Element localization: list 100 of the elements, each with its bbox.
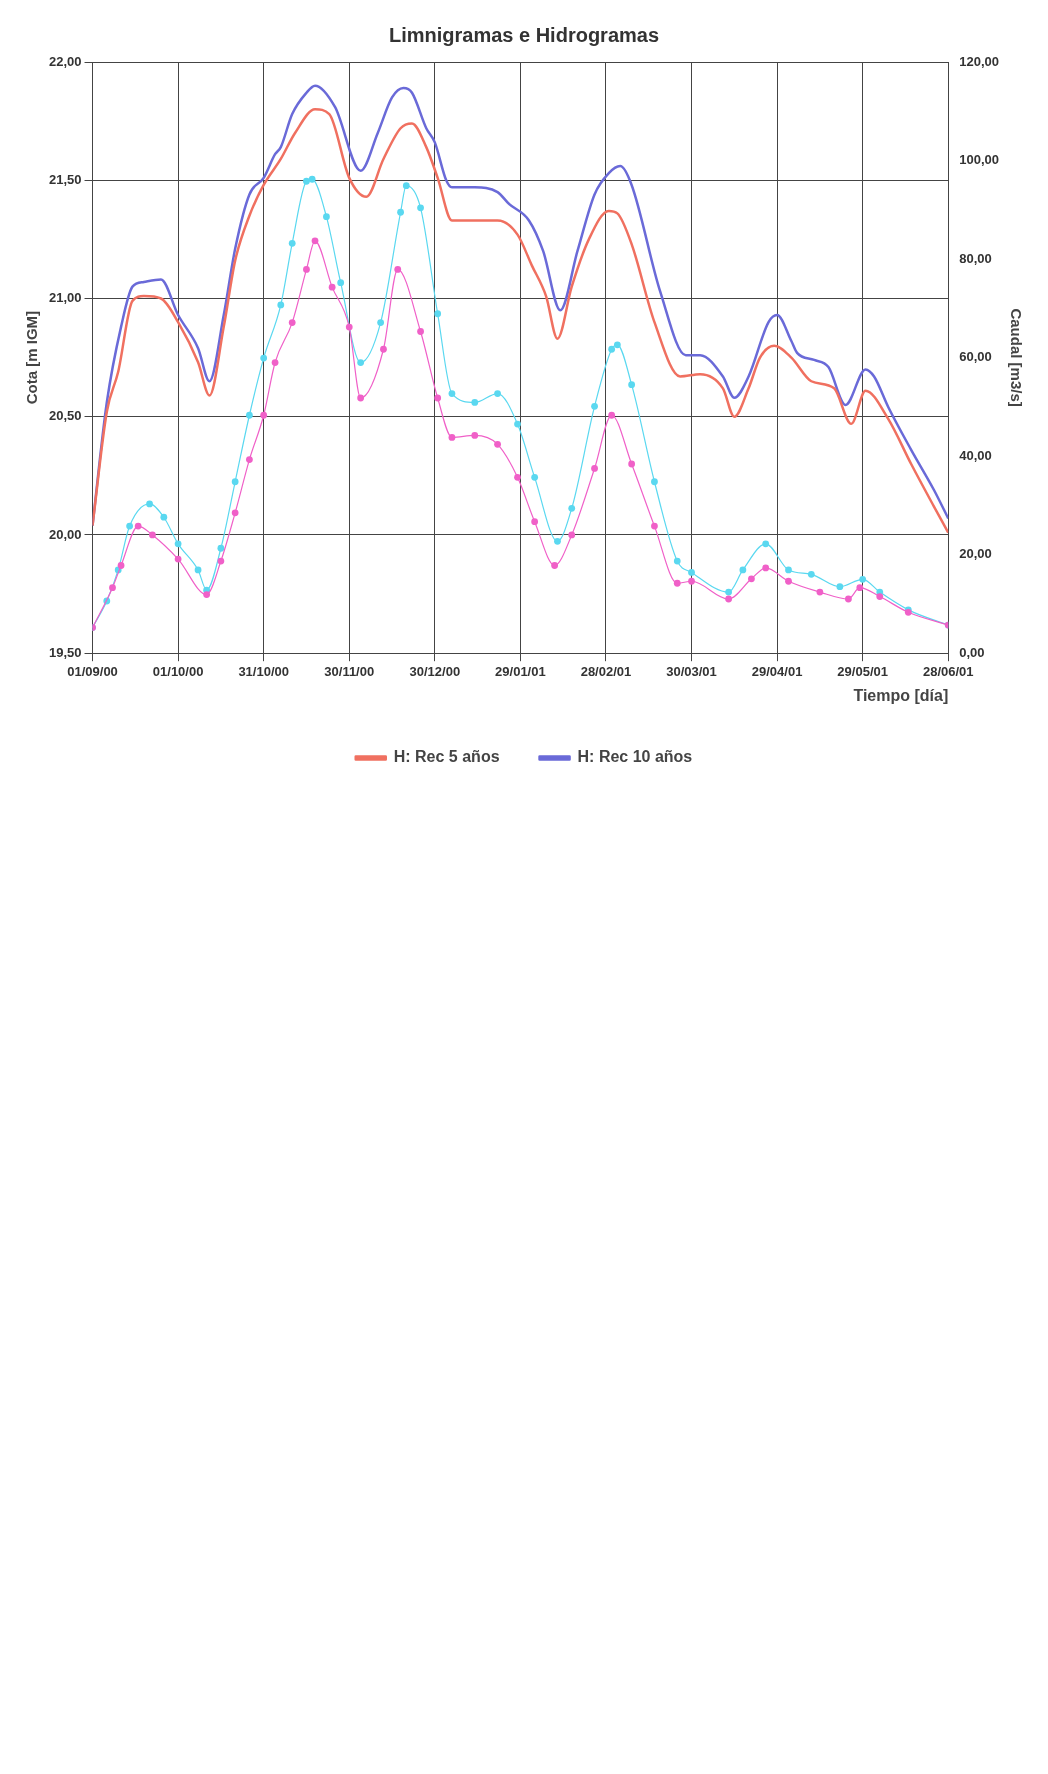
point	[448, 434, 456, 441]
point	[288, 239, 296, 247]
point	[628, 381, 636, 389]
point	[494, 390, 501, 397]
point	[397, 208, 404, 216]
point	[845, 595, 852, 603]
point	[194, 566, 202, 574]
point	[514, 420, 521, 428]
point	[471, 399, 479, 406]
x-tick-label: 31/10/00	[238, 663, 289, 679]
point	[568, 531, 576, 539]
point	[591, 402, 598, 410]
y-tick-label: 21,00	[48, 290, 82, 306]
y-axis-title: Cota [m IGM]	[23, 310, 41, 405]
point	[531, 518, 539, 526]
point	[785, 566, 792, 574]
point	[551, 562, 559, 569]
legend-label: H: Rec 10 años	[577, 748, 693, 766]
point	[762, 564, 770, 572]
x-tick-label: 30/12/00	[409, 663, 461, 679]
point	[836, 583, 844, 591]
point	[377, 319, 385, 327]
point	[126, 522, 134, 530]
point	[688, 569, 695, 576]
point	[160, 513, 168, 521]
point	[554, 537, 561, 545]
point	[531, 473, 539, 481]
point	[613, 341, 621, 349]
point	[651, 478, 658, 486]
point	[174, 555, 182, 563]
point	[494, 440, 501, 448]
point	[288, 319, 296, 327]
point	[328, 283, 336, 291]
point	[380, 345, 387, 353]
x-tick-label: 30/11/00	[324, 663, 375, 679]
point	[608, 411, 616, 419]
y2-tick-label: 20,00	[959, 546, 992, 562]
x-tick-label: 30/03/01	[666, 663, 717, 679]
x-tick-label: 29/05/01	[837, 663, 888, 679]
point	[271, 359, 279, 366]
point	[357, 394, 365, 402]
point	[856, 584, 864, 592]
y2-tick-label: 60,00	[959, 349, 992, 365]
point	[651, 522, 658, 530]
x-tick-label: 01/10/00	[152, 663, 204, 679]
point	[357, 359, 365, 366]
point	[323, 213, 330, 221]
chart-title: Limnigramas e Hidrogramas	[388, 23, 660, 46]
y-tick-label: 19,50	[48, 644, 82, 660]
y2-tick-label: 100,00	[959, 152, 999, 168]
y2-tick-label: 40,00	[959, 447, 992, 463]
point	[434, 394, 442, 402]
point	[471, 432, 479, 439]
point	[748, 575, 755, 583]
point	[725, 595, 733, 603]
x-tick-label: 29/04/01	[751, 663, 803, 679]
point	[591, 465, 598, 472]
point	[277, 301, 285, 309]
point	[448, 390, 456, 397]
x-axis-title: Tiempo [día]	[853, 686, 949, 704]
point	[308, 175, 316, 183]
point	[402, 182, 410, 190]
y2-tick-label: 120,00	[959, 53, 999, 69]
point	[785, 577, 792, 585]
point	[109, 584, 116, 592]
x-tick-label: 29/01/01	[495, 663, 546, 679]
point	[688, 577, 695, 585]
point	[134, 522, 142, 530]
point	[514, 473, 521, 481]
point	[260, 411, 268, 419]
point	[725, 588, 733, 596]
point	[260, 354, 268, 362]
point	[762, 540, 770, 548]
point	[394, 266, 402, 273]
point	[417, 328, 424, 335]
y2-tick-label: 80,00	[959, 250, 992, 266]
y2-tick-label: 0,00	[959, 644, 985, 660]
point	[203, 591, 211, 598]
y-tick-label: 20,50	[48, 408, 82, 424]
point	[246, 456, 253, 463]
point	[217, 544, 225, 552]
point	[149, 531, 156, 539]
point	[417, 204, 424, 212]
point	[859, 575, 867, 583]
point	[337, 279, 345, 287]
point	[739, 566, 747, 574]
y2-axis-title: Caudal [m3/s]	[1007, 308, 1025, 407]
point	[303, 266, 310, 273]
point	[117, 562, 125, 569]
point	[311, 237, 319, 245]
point	[146, 500, 153, 508]
point	[231, 509, 239, 517]
point	[628, 460, 636, 468]
point	[246, 411, 253, 419]
x-tick-label: 28/06/01	[922, 663, 974, 679]
point	[876, 593, 884, 600]
point	[816, 588, 824, 596]
point	[673, 557, 681, 565]
point	[673, 579, 681, 587]
legend-label: H: Rec 5 años	[393, 748, 500, 766]
